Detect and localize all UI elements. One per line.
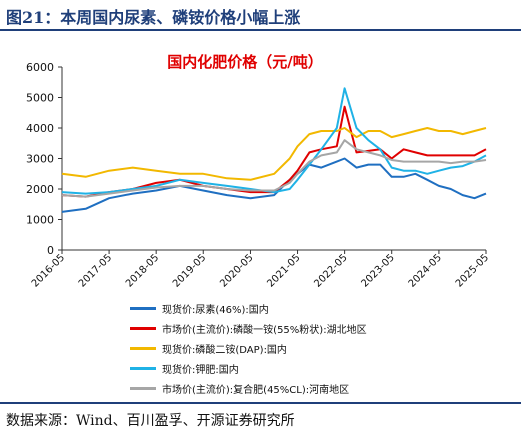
legend-label: 现货价:磷酸二铵(DAP):国内 [162, 344, 287, 356]
legend-label: 现货价:钾肥:国内 [162, 364, 239, 376]
footer-rule [0, 402, 521, 404]
y-tick-label: 5000 [26, 92, 54, 105]
legend-item-urea: 现货价:尿素(46%):国内 [130, 298, 367, 318]
y-tick-label: 3000 [26, 153, 54, 166]
legend-label: 市场价(主流价):磷酸一铵(55%粉状):湖北地区 [162, 324, 367, 336]
legend-item-map: 市场价(主流价):磷酸一铵(55%粉状):湖北地区 [130, 318, 367, 338]
x-tick-label: 2025-05 [454, 252, 491, 289]
chart-title: 国内化肥价格（元/吨） [167, 53, 322, 71]
legend-label: 市场价(主流价):复合肥(45%CL):河南地区 [162, 384, 350, 396]
x-tick-label: 2022-05 [312, 252, 349, 289]
legend-swatch [130, 386, 156, 390]
legend-item-dap: 现货价:磷酸二铵(DAP):国内 [130, 338, 367, 358]
legend-label: 现货价:尿素(46%):国内 [162, 304, 269, 316]
x-tick-label: 2021-05 [265, 252, 302, 289]
x-tick-label: 2024-05 [407, 252, 444, 289]
y-tick-label: 1000 [26, 214, 54, 227]
source-note: 数据来源：Wind、百川盈孚、开源证券研究所 [6, 413, 295, 429]
x-tick-label: 2020-05 [218, 252, 255, 289]
series-line-3 [61, 87, 487, 195]
y-tick-label: 6000 [26, 61, 54, 74]
price-chart: 0 1000 2000 3000 4000 5000 6000 2016-05 2017-05 2… [26, 53, 491, 290]
series-line-4 [61, 139, 487, 198]
series-line-1 [61, 105, 487, 198]
series-line-0 [61, 157, 487, 213]
x-tick-label: 2018-05 [124, 252, 161, 289]
x-tick-label: 2016-05 [30, 252, 67, 289]
legend-item-potash: 现货价:钾肥:国内 [130, 358, 367, 378]
title-rule [0, 29, 521, 31]
legend-swatch [130, 366, 156, 370]
legend-swatch [130, 346, 156, 350]
legend-swatch [130, 326, 156, 330]
legend-swatch [130, 306, 156, 310]
x-tick-label: 2023-05 [359, 252, 396, 289]
legend: 现货价:尿素(46%):国内 市场价(主流价):磷酸一铵(55%粉状):湖北地区… [130, 298, 367, 398]
legend-item-compound: 市场价(主流价):复合肥(45%CL):河南地区 [130, 378, 367, 398]
series-line-2 [61, 127, 487, 181]
x-tick-label: 2017-05 [77, 252, 114, 289]
y-tick-label: 0 [47, 244, 54, 257]
y-tick-label: 2000 [26, 183, 54, 196]
x-tick-label: 2019-05 [171, 252, 208, 289]
figure-title: 图21：本周国内尿素、磷铵价格小幅上涨 [6, 8, 301, 27]
y-tick-label: 4000 [26, 122, 54, 135]
